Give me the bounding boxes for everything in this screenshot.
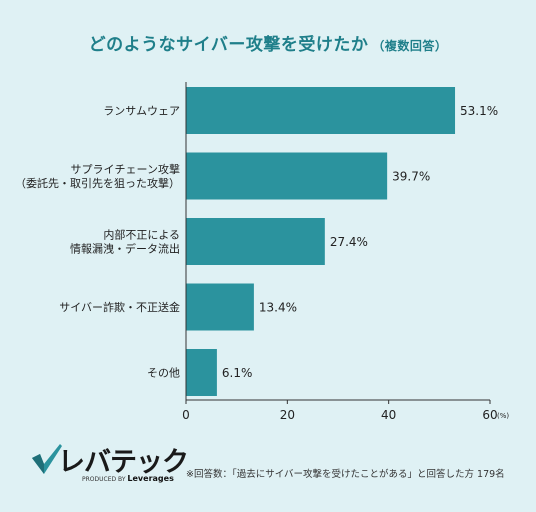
x-tick-label-3: 60 (482, 408, 497, 422)
category-label-2-0: 内部不正による (103, 228, 180, 242)
x-tick-label-2: 40 (381, 408, 396, 422)
category-label-2-1: 情報漏洩・データ流出 (70, 242, 180, 256)
value-label-0: 53.1% (460, 104, 498, 118)
logo-tagline-brand: Leverages (127, 474, 174, 483)
category-label-3-0: サイバー詐欺・不正送金 (59, 300, 180, 314)
logo-tagline: PRODUCED BY Leverages (82, 474, 174, 483)
chart-title: どのようなサイバー攻撃を受けたか （複数回答） (0, 30, 536, 55)
logo-tagline-prefix: PRODUCED BY (82, 476, 126, 483)
x-tick-label-1: 20 (280, 408, 295, 422)
x-tick-label-0: 0 (182, 408, 190, 422)
chart-title-sub: （複数回答） (372, 39, 448, 53)
x-unit-label: (%) (497, 412, 509, 420)
bar-2 (186, 218, 325, 265)
category-label-4-0: その他 (147, 367, 180, 380)
value-label-1: 39.7% (392, 170, 430, 184)
category-label-1-0: サプライチェーン攻撃 (71, 162, 180, 176)
logo-wordmark: レバテック (58, 447, 189, 478)
logo-check-icon (32, 444, 62, 474)
category-label-0-0: ランサムウェア (103, 105, 180, 118)
bar-4 (186, 349, 217, 396)
value-label-4: 6.1% (222, 366, 253, 380)
levtech-logo: レバテック PRODUCED BY Leverages (30, 440, 190, 490)
value-label-3: 13.4% (259, 301, 297, 315)
footnote: ※回答数：「過去にサイバー攻撃を受けたことがある」と回答した方 179名 (186, 469, 505, 480)
value-label-2: 27.4% (330, 235, 368, 249)
bar-0 (186, 87, 456, 134)
category-label-1-1: （委託先・取引先を狙った攻撃） (15, 176, 180, 190)
bar-1 (186, 152, 388, 200)
bar-chart: 53.1% ランサムウェア 39.7% サプライチェーン攻撃（委託先・取引先を狙った攻… (15, 82, 509, 422)
chart-title-main: どのようなサイバー攻撃を受けたか (88, 35, 369, 55)
bar-3 (186, 283, 254, 331)
